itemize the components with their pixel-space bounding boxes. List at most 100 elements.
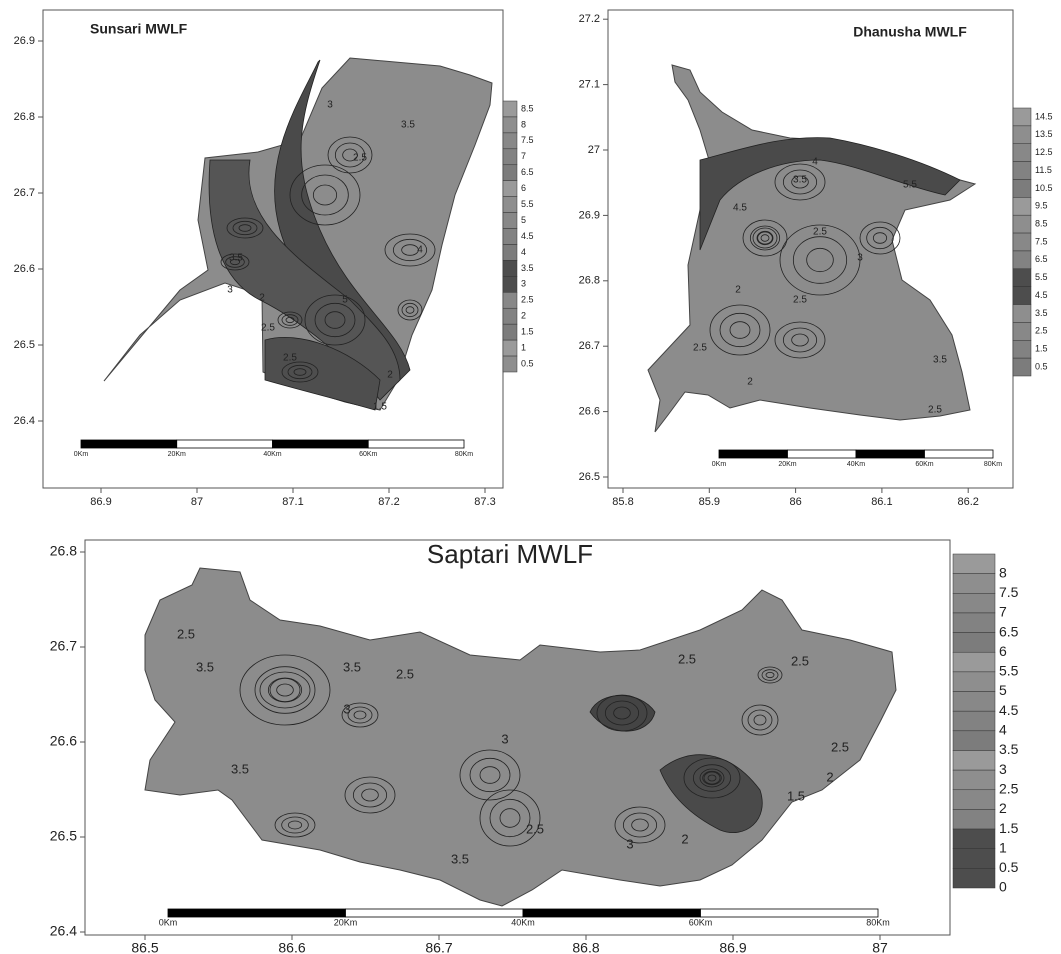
contour-label: 3.5	[196, 659, 214, 674]
x-tick-label: 85.9	[699, 496, 720, 508]
legend-label: 4.5	[521, 231, 534, 241]
contour-label: 2	[747, 377, 753, 388]
legend-swatch	[503, 308, 517, 324]
legend-label: 9.5	[1035, 201, 1048, 211]
contour-label: 2	[681, 831, 688, 846]
contour-label: 1.5	[373, 402, 387, 413]
scale-bar-segment	[168, 909, 346, 917]
contour-label: 2.5	[396, 666, 414, 681]
y-tick-label: 26.7	[14, 187, 35, 199]
legend-swatch	[1013, 358, 1031, 376]
legend-swatch	[503, 356, 517, 372]
legend-label: 13.5	[1035, 129, 1053, 139]
legend-label: 6.5	[521, 167, 534, 177]
contour-label: 2.5	[526, 821, 544, 836]
legend-label: 5	[521, 215, 526, 225]
legend-label: 2.5	[999, 780, 1019, 796]
legend-label: 2	[521, 311, 526, 321]
y-tick-label: 27.2	[579, 13, 600, 25]
contour-label: 2.5	[831, 739, 849, 754]
contour-label: 2.5	[177, 626, 195, 641]
legend-swatch	[1013, 287, 1031, 305]
legend-swatch	[1013, 305, 1031, 323]
contour-label: 2.5	[283, 353, 297, 364]
legend-label: 11.5	[1035, 165, 1052, 175]
legend-swatch	[503, 324, 517, 340]
legend-swatch	[503, 229, 517, 245]
x-tick-label: 86.9	[90, 496, 111, 508]
legend-swatch	[953, 711, 995, 731]
legend-label: 6.5	[999, 623, 1019, 639]
legend-label: 8	[999, 564, 1007, 580]
legend-swatch	[503, 213, 517, 229]
contour-label: 2	[826, 769, 833, 784]
legend-label: 6	[999, 643, 1007, 659]
y-tick-label: 26.7	[50, 638, 77, 654]
scale-bar-label: 0Km	[159, 917, 178, 927]
y-tick-label: 26.5	[14, 339, 35, 351]
legend-swatch	[503, 276, 517, 292]
legend-swatch	[1013, 251, 1031, 269]
legend-label: 3	[999, 761, 1007, 777]
legend-label: 0	[999, 879, 1007, 895]
map-panel: Dhanusha MWLF85.885.98686.186.226.526.62…	[579, 10, 1053, 508]
scale-bar-segment	[81, 440, 177, 448]
y-tick-label: 26.9	[579, 209, 600, 221]
y-tick-label: 26.5	[50, 828, 77, 844]
legend-label: 8.5	[1035, 219, 1048, 229]
legend-label: 1	[521, 342, 526, 352]
map-title: Saptari MWLF	[427, 539, 593, 569]
contour-label: 2.5	[791, 653, 809, 668]
legend-label: 5.5	[999, 663, 1019, 679]
contour-label: 2.5	[813, 227, 827, 238]
legend-label: 7.5	[1035, 236, 1048, 246]
legend-label: 6	[521, 183, 526, 193]
contour-label: 3.5	[231, 761, 249, 776]
scale-bar-label: 40Km	[511, 917, 535, 927]
y-tick-label: 26.6	[50, 733, 77, 749]
legend-swatch	[953, 829, 995, 849]
legend-label: 3.5	[521, 263, 534, 273]
x-tick-label: 86.5	[131, 940, 158, 954]
legend-label: 7.5	[999, 584, 1019, 600]
legend-swatch	[1013, 269, 1031, 287]
region-shape	[145, 568, 896, 906]
y-tick-label: 26.4	[14, 415, 35, 427]
legend-swatch	[1013, 215, 1031, 233]
scale-bar-label: 20Km	[778, 461, 796, 468]
contour-label: 2	[259, 293, 265, 304]
legend-label: 4.5	[999, 702, 1019, 718]
legend-swatch	[953, 770, 995, 790]
legend-label: 8	[521, 119, 526, 129]
legend-label: 1.5	[1035, 344, 1048, 354]
y-tick-label: 26.6	[579, 406, 600, 418]
y-tick-label: 26.8	[14, 111, 35, 123]
legend-label: 4.5	[1035, 290, 1048, 300]
legend-swatch	[953, 750, 995, 770]
contour-label: 3	[343, 701, 350, 716]
legend-swatch	[953, 613, 995, 633]
legend-label: 3	[521, 279, 526, 289]
legend-label: 8.5	[521, 103, 534, 113]
scale-bar-label: 40Km	[847, 461, 865, 468]
legend-label: 12.5	[1035, 147, 1053, 157]
legend-swatch	[503, 149, 517, 165]
x-tick-label: 87	[872, 940, 888, 954]
map-panel: Saptari MWLF86.586.686.786.886.98726.426…	[50, 539, 1019, 954]
map-panel: Sunsari MWLF86.98787.187.287.326.426.526…	[14, 10, 534, 508]
x-tick-label: 86	[789, 496, 801, 508]
legend-label: 10.5	[1035, 183, 1053, 193]
legend-swatch	[953, 868, 995, 888]
scale-bar-label: 80Km	[455, 451, 473, 458]
legend-swatch	[503, 133, 517, 149]
y-tick-label: 26.6	[14, 263, 35, 275]
x-tick-label: 86.1	[871, 496, 892, 508]
legend-label: 3.5	[999, 741, 1019, 757]
legend-swatch	[503, 165, 517, 181]
legend-swatch	[503, 340, 517, 356]
x-tick-label: 86.6	[278, 940, 305, 954]
legend-label: 4	[999, 722, 1007, 738]
legend-label: 14.5	[1035, 111, 1053, 121]
legend-swatch	[503, 244, 517, 260]
scale-bar-label: 40Km	[263, 451, 281, 458]
